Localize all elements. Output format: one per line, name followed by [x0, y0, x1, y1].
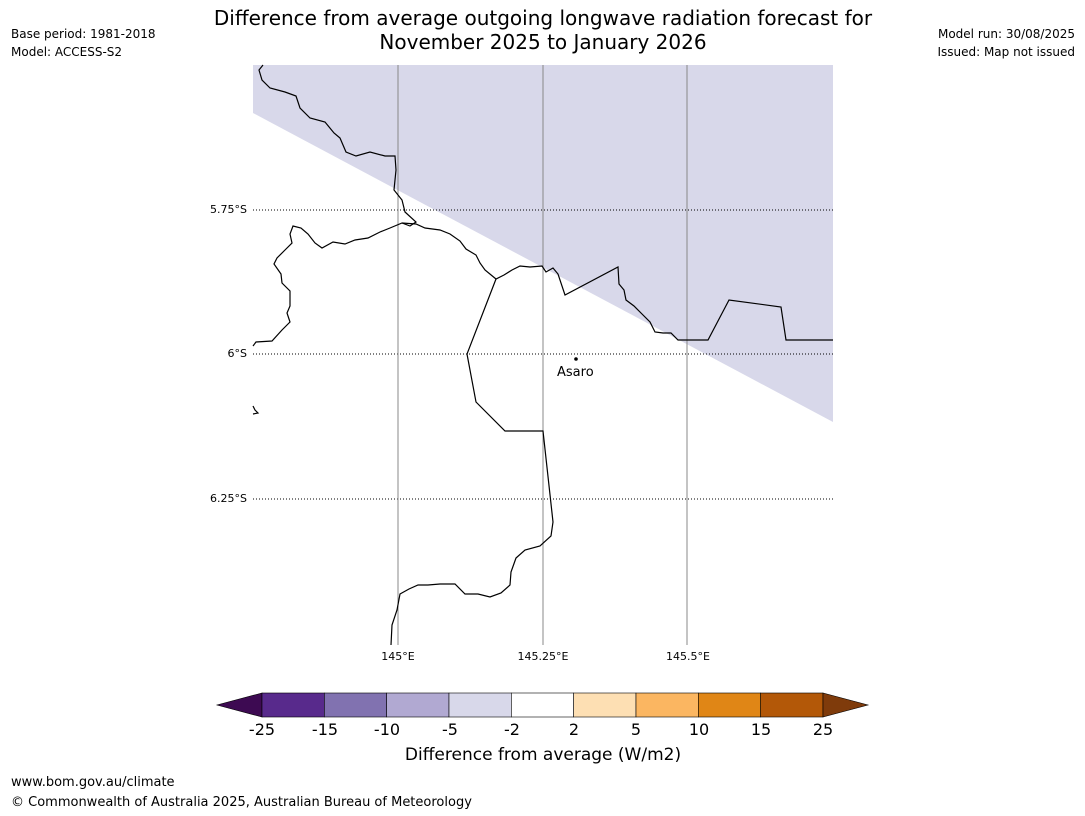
place-label-asaro: Asaro	[557, 365, 594, 380]
colorbar-swatch	[261, 692, 325, 718]
lon-tick-label: 145.5°E	[666, 650, 710, 663]
meta-left: Base period: 1981-2018 Model: ACCESS-S2	[11, 25, 156, 61]
meta-right: Model run: 30/08/2025 Issued: Map not is…	[937, 25, 1075, 61]
title-line-2: November 2025 to January 2026	[379, 30, 707, 54]
colorbar-under-arrow	[215, 692, 263, 718]
lat-tick-label: 6°S	[227, 347, 247, 360]
lon-tick-label: 145°E	[381, 650, 415, 663]
colorbar-swatch	[324, 692, 387, 718]
base-period-text: Base period: 1981-2018	[11, 27, 156, 41]
lat-tick-label: 6.25°S	[210, 492, 247, 505]
colorbar-tick-label: -2	[504, 720, 520, 739]
lat-tick-label: 5.75°S	[210, 203, 247, 216]
model-run-text: Model run: 30/08/2025	[937, 27, 1075, 41]
colorbar	[215, 692, 870, 718]
colorbar-tick-label: 5	[630, 720, 642, 739]
colorbar-tick-label: 25	[812, 720, 834, 739]
colorbar-tick-label: -15	[311, 720, 339, 739]
boundary-northwest	[252, 64, 417, 347]
colorbar-tick-label: -5	[442, 720, 458, 739]
colorbar-swatch	[511, 692, 574, 718]
asaro-marker	[574, 357, 578, 361]
colorbar-title: Difference from average (W/m2)	[404, 745, 682, 765]
colorbar-swatch	[386, 692, 450, 718]
footer-url: www.bom.gov.au/climate	[11, 775, 175, 790]
boundary-central-south	[390, 278, 554, 646]
title-line-1: Difference from average outgoing longwav…	[213, 6, 873, 30]
colorbar-swatch	[760, 692, 824, 718]
map-title: Difference from average outgoing longwav…	[143, 6, 943, 54]
lon-tick-label: 145.25°E	[517, 650, 569, 663]
boundary-north-central	[401, 222, 833, 341]
issued-text: Issued: Map not issued	[937, 45, 1075, 59]
boundary-west-fragment	[252, 405, 260, 415]
colorbar-over-arrow	[822, 692, 870, 718]
footer-copyright: © Commonwealth of Australia 2025, Austra…	[11, 795, 472, 810]
colorbar-swatch	[698, 692, 761, 718]
colorbar-tick-label: 10	[688, 720, 710, 739]
colorbar-tick-label: 15	[750, 720, 772, 739]
colorbar-tick-label: 2	[568, 720, 580, 739]
colorbar-tick-label: -10	[373, 720, 401, 739]
model-text: Model: ACCESS-S2	[11, 45, 123, 59]
colorbar-swatch	[635, 692, 699, 718]
colorbar-swatch	[573, 692, 637, 718]
colorbar-swatch	[448, 692, 512, 718]
colorbar-tick-label: -25	[248, 720, 276, 739]
